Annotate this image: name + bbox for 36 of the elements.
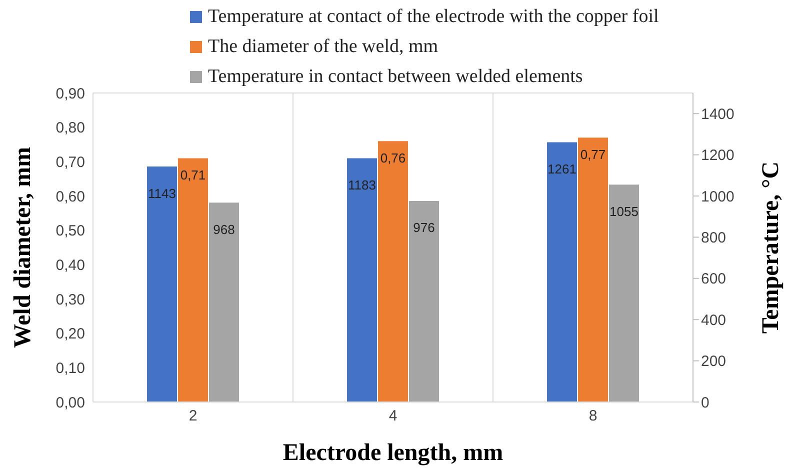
legend-label: Temperature in contact between welded elements — [208, 66, 583, 88]
data-label: 968 — [213, 222, 235, 237]
data-label: 1055 — [610, 204, 638, 219]
data-label: 1183 — [348, 178, 376, 193]
x-axis-title: Electrode length, mm — [282, 440, 504, 466]
data-label: 0,76 — [380, 150, 406, 166]
x-tick-label: 2 — [188, 408, 198, 425]
y2-tick-label: 1200 — [701, 147, 734, 164]
y2-tick-label: 1000 — [701, 188, 734, 206]
data-label: 1261 — [548, 161, 576, 176]
y-tick-label: 0,40 — [56, 256, 85, 274]
y2-tick-label: 200 — [701, 353, 726, 370]
y-tick-label: 0,90 — [56, 85, 85, 102]
y-tick-label: 0,60 — [56, 188, 85, 206]
y2-tick-label: 400 — [701, 312, 726, 329]
y-axis-title: Weld diameter, mm — [10, 146, 36, 348]
y2-tick-label: 1400 — [701, 106, 734, 123]
y2-axis-title: Temperature, °C — [758, 161, 784, 334]
y2-tick-label: 600 — [701, 270, 726, 288]
y-tick-label: 0,70 — [56, 154, 85, 171]
legend-label: The diameter of the weld, mm — [208, 36, 438, 58]
x-tick-label: 8 — [588, 408, 598, 425]
y-tick-label: 0,30 — [56, 291, 85, 308]
y2-tick-label: 0 — [701, 394, 710, 412]
data-label: 976 — [413, 220, 435, 236]
y-tick-label: 0,10 — [56, 360, 85, 377]
y-tick-label: 0,80 — [56, 120, 85, 137]
data-label: 0,71 — [180, 167, 206, 182]
y-tick-label: 0,00 — [56, 394, 85, 412]
y2-tick-label: 800 — [701, 230, 726, 247]
data-label: 1143 — [148, 186, 176, 201]
data-label: 0,77 — [580, 146, 606, 162]
y-tick-label: 0,50 — [56, 222, 85, 240]
legend-label: Temperature at contact of the electrode with the copper foil — [208, 6, 659, 28]
x-tick-label: 4 — [388, 408, 398, 425]
y-tick-label: 0,20 — [56, 326, 85, 343]
